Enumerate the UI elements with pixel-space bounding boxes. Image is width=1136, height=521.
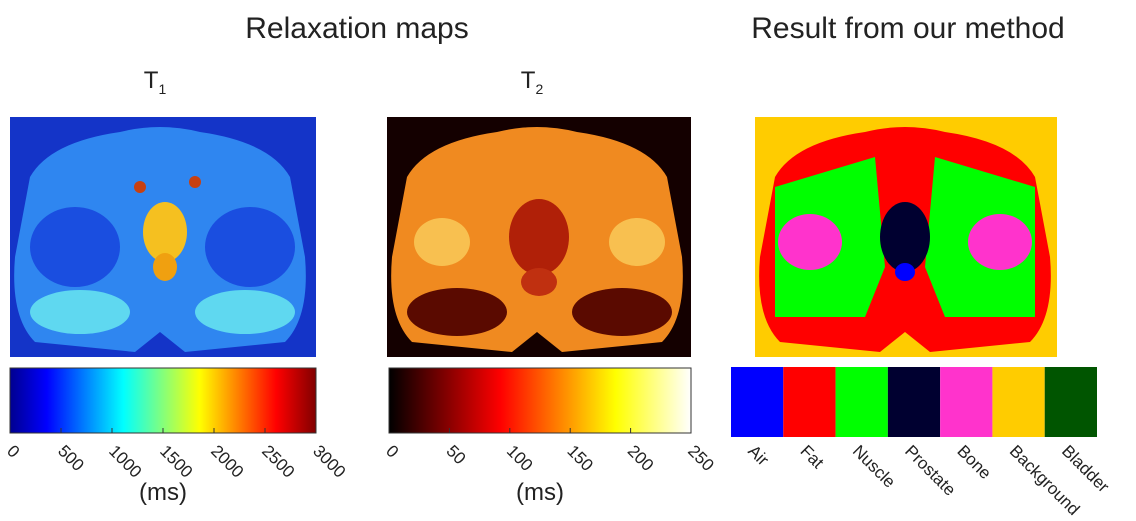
section-title: Result from our method [751,12,1064,45]
tick-label: 2000 [207,441,247,481]
label-subscript: 2 [535,81,543,97]
class-swatch [783,367,835,437]
segmentation-image [755,117,1057,357]
t1-map-image [10,117,316,357]
unit-label: (ms) [139,479,187,506]
class-label: Air [744,441,772,469]
figure: Relaxation maps Result from our method T… [0,0,1136,521]
class-label: Fat [797,441,828,472]
class-swatch [992,367,1044,437]
label-symbol: T [521,67,536,94]
unit-label: (ms) [516,479,564,506]
label-subscript: 1 [158,81,166,97]
colorbar [389,368,691,433]
tick-label: 0 [3,441,23,461]
tick-label: 200 [624,441,657,474]
panel-label: T2 [521,67,544,97]
tick-label: 500 [54,441,87,474]
tick-label: 1000 [105,441,145,481]
panel-label: T1 [144,67,167,97]
class-swatch [940,367,992,437]
tick-label: 100 [503,441,536,474]
tick-label: 2500 [258,441,298,481]
tick-label: 150 [563,441,596,474]
class-swatch [888,367,940,437]
tick-label: 50 [443,441,470,468]
class-swatch [836,367,888,437]
colorbar [10,368,316,433]
class-label: Bone [953,441,995,483]
tick-label: 250 [684,441,717,474]
section-title: Relaxation maps [245,12,468,45]
t2-map-image [387,117,691,357]
tick-label: 0 [382,441,402,461]
class-label: Prostate [901,441,959,499]
class-swatch [1045,367,1097,437]
class-label: Nuscle [849,441,899,491]
class-swatch [731,367,783,437]
label-symbol: T [144,67,159,94]
tick-label: 1500 [156,441,196,481]
tick-label: 3000 [309,441,349,481]
